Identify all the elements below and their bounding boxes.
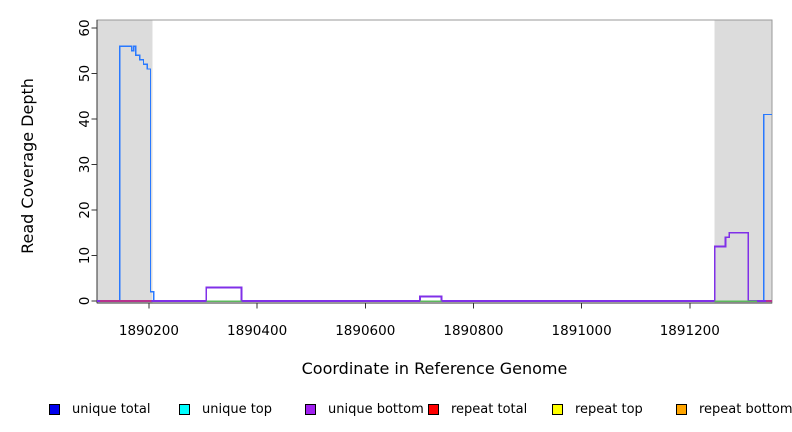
x-tick-label: 1891200 bbox=[660, 323, 720, 339]
y-axis-title: Read Coverage Depth bbox=[18, 78, 37, 254]
x-axis-title: Coordinate in Reference Genome bbox=[302, 359, 568, 378]
plot-box bbox=[96, 19, 773, 304]
shaded-repeat-region-right bbox=[714, 20, 772, 303]
x-tick-label: 1890800 bbox=[443, 323, 503, 339]
y-tick-label: 60 bbox=[77, 19, 93, 36]
y-tick-label: 40 bbox=[77, 110, 93, 127]
y-tick-label: 10 bbox=[77, 247, 93, 264]
series-unique-bottom-line bbox=[97, 231, 772, 302]
x-tick-label: 1890600 bbox=[335, 323, 395, 339]
series-unique-total-line bbox=[97, 45, 772, 302]
x-tick-label: 1890400 bbox=[227, 323, 287, 339]
y-tick-label: 30 bbox=[77, 156, 93, 173]
y-tick-label: 20 bbox=[77, 201, 93, 218]
shaded-repeat-region-left bbox=[97, 20, 153, 303]
y-tick-label: 0 bbox=[77, 297, 93, 306]
x-tick-label: 1890200 bbox=[119, 323, 179, 339]
x-tick-label: 1891000 bbox=[552, 323, 612, 339]
y-tick-label: 50 bbox=[77, 65, 93, 82]
